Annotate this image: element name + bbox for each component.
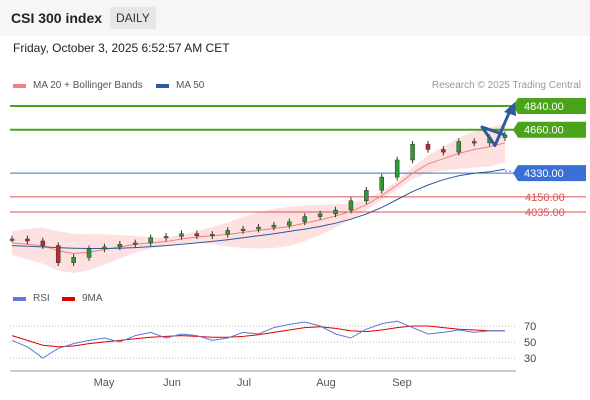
candle-body-24: [379, 176, 384, 191]
level-tag-0: [513, 98, 586, 114]
candle-body-26: [410, 143, 415, 161]
rsi-ma9-line: [11, 325, 505, 348]
rsi-level-label-70: 70: [524, 321, 536, 333]
legend-ma9-label: 9MA: [82, 293, 103, 304]
x-tick-label-4: Sep: [392, 377, 412, 389]
ma9-swatch: [62, 296, 75, 301]
chart-datetime: Friday, October 3, 2025 6:52:57 AM CET: [13, 41, 230, 55]
forecast-arrow: [480, 102, 516, 172]
candle-body-16: [256, 226, 261, 230]
candle-body-10: [163, 236, 169, 239]
chart-header: CSI 300 index DAILY: [0, 0, 590, 36]
bollinger-bands: [12, 123, 505, 274]
candlesticks: [9, 131, 508, 266]
legend-ma20: MA 20 + Bollinger Bands: [13, 80, 143, 91]
rsi-line: [11, 320, 505, 359]
level-label-0: 4840.00: [524, 101, 564, 113]
candle-body-11: [179, 233, 184, 237]
candle-body-4: [71, 257, 76, 263]
candle-body-23: [364, 190, 369, 202]
candle-body-19: [302, 216, 307, 223]
legend-ma50-label: MA 50: [176, 80, 205, 91]
candle-body-5: [86, 248, 92, 258]
x-tick-label-1: Jun: [163, 377, 181, 389]
candle-body-15: [240, 228, 246, 231]
candle-body-22: [348, 200, 354, 211]
legend-ma50: MA 50: [156, 80, 204, 91]
candle-body-6: [102, 246, 107, 250]
x-tick-label-3: Aug: [316, 377, 336, 389]
candle-body-30: [471, 141, 477, 144]
candle-body-7: [117, 244, 123, 248]
candle-body-12: [194, 233, 200, 236]
level-label-4: 4035.00: [525, 207, 565, 219]
candle-body-1: [25, 238, 30, 242]
ma20-swatch: [13, 83, 26, 88]
candle-body-0: [9, 238, 15, 241]
x-tick-label-0: May: [94, 377, 115, 389]
candle-body-14: [225, 230, 230, 235]
x-tick-label-2: Jul: [237, 377, 251, 389]
level-label-2: 4330.00: [524, 168, 564, 180]
candle-body-13: [210, 234, 215, 237]
candle-body-18: [287, 221, 292, 226]
bollinger-band-area: [12, 123, 505, 274]
candle-body-27: [425, 143, 431, 150]
ma50-line: [11, 168, 506, 249]
rsi-swatch: [13, 296, 26, 301]
candle-body-20: [317, 213, 323, 217]
period-badge[interactable]: DAILY: [110, 7, 156, 29]
candle-body-25: [394, 159, 400, 178]
candle-body-17: [271, 224, 277, 228]
candle-body-28: [441, 149, 446, 153]
forecast-path: [480, 105, 514, 148]
candle-body-3: [55, 245, 61, 263]
x-axis: May Jun Jul Aug Sep: [10, 370, 516, 389]
ma50-swatch: [156, 83, 169, 88]
chart-credit: Research © 2025 Trading Central: [431, 80, 581, 91]
chart-title: CSI 300 index: [11, 10, 103, 26]
level-tag-1: [513, 121, 586, 138]
candle-body-29: [456, 141, 462, 153]
candle-body-2: [40, 240, 46, 246]
price-levels: 4840.00 4660.00 4330.00 4150.00 4035.00: [10, 98, 586, 219]
rsi-panel: 70 50 30: [10, 320, 536, 365]
level-label-3: 4150.00: [525, 192, 565, 204]
legend-rsi-label: RSI: [33, 293, 50, 304]
level-tag-2: [513, 165, 586, 182]
candle-body-9: [148, 237, 153, 244]
legend-ma20-label: MA 20 + Bollinger Bands: [33, 80, 143, 91]
rsi-level-label-50: 50: [524, 337, 536, 349]
candle-body-8: [133, 242, 138, 245]
level-label-1: 4660.00: [524, 125, 564, 137]
legend-rsi: RSI: [13, 293, 50, 304]
forecast-arrowhead: [504, 102, 516, 116]
rsi-level-label-30: 30: [524, 353, 536, 365]
legend-ma9: 9MA: [62, 293, 103, 304]
candle-body-21: [333, 209, 338, 215]
